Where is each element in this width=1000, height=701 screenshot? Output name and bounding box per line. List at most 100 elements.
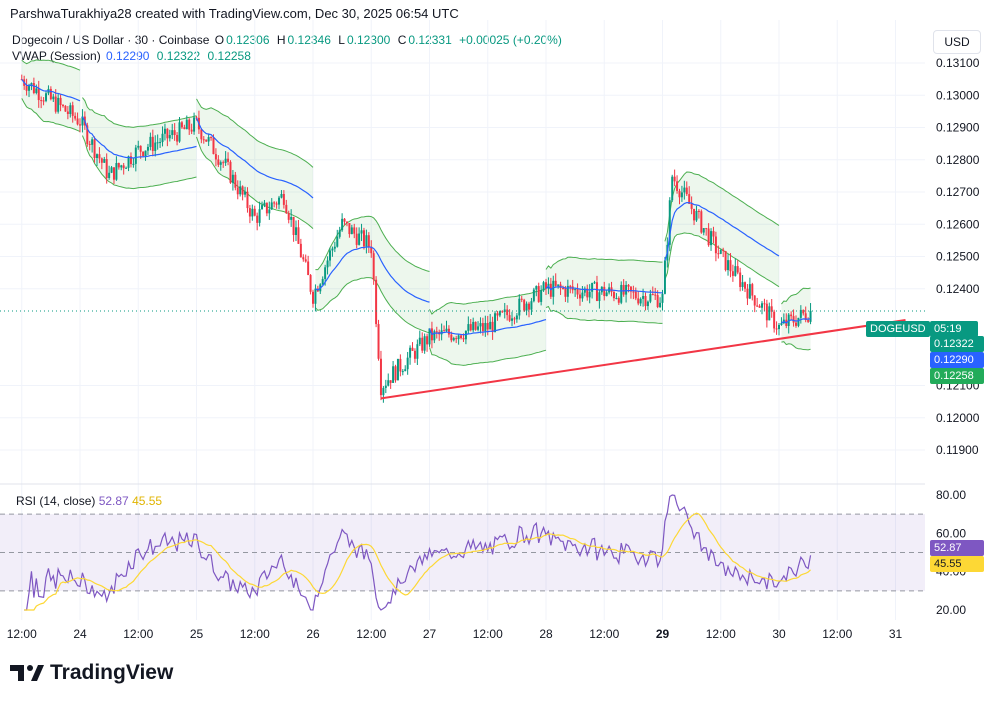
candle-body [731, 271, 734, 276]
candle-body [93, 139, 96, 159]
candle-body [120, 165, 123, 168]
candle-body [734, 266, 737, 276]
candle-body [707, 228, 710, 246]
candle-body [646, 301, 649, 307]
candle-body [95, 154, 98, 159]
candle-body [231, 174, 234, 183]
candle-body [528, 303, 531, 310]
candle-body [792, 316, 795, 323]
candle-body [770, 306, 773, 312]
candle-body [467, 324, 470, 331]
candle-body [712, 231, 715, 237]
candle-body [642, 296, 645, 299]
candle-body [360, 230, 363, 234]
candle-body [49, 88, 52, 100]
candle-body [348, 223, 351, 235]
time-axis-label: 12:00 [473, 627, 503, 641]
ticker-tag: DOGEUSD [866, 321, 930, 337]
candle-body [625, 284, 628, 295]
candle-body [561, 288, 564, 290]
price-axis-label: 0.12000 [936, 411, 980, 425]
vwap-upper-band [664, 171, 780, 242]
candle-body [32, 83, 35, 93]
vwap-upper-value: 0.12322 [156, 49, 201, 63]
candle-body [554, 280, 557, 286]
candle-body [387, 380, 390, 386]
candle-body [778, 324, 780, 330]
candle-body [768, 306, 771, 321]
candle-body [532, 289, 535, 302]
candle-body [270, 202, 273, 210]
close-value: 0.12331 [408, 33, 452, 47]
candle-body [309, 275, 312, 292]
candle-body [537, 286, 540, 302]
candle-body [98, 154, 101, 159]
candle-body [396, 358, 399, 381]
candle-body [353, 227, 356, 234]
candle-body [702, 228, 705, 233]
vwap-line [781, 318, 811, 324]
candle-body [326, 260, 329, 268]
candle-body [477, 326, 480, 330]
candle-body [661, 293, 664, 303]
symbol-title[interactable]: Dogecoin / US Dollar · 30 · Coinbase [12, 33, 210, 47]
candle-body [273, 202, 276, 204]
candle-body [790, 314, 793, 317]
candle-body [751, 284, 754, 296]
time-axis-label: 27 [423, 627, 437, 641]
candle-body [171, 130, 174, 136]
candle-body [333, 246, 336, 249]
candle-body [328, 250, 331, 261]
candle-body [261, 205, 264, 210]
vwap-band-fill [315, 216, 430, 333]
candle-body [76, 118, 79, 125]
candle-body [183, 127, 186, 130]
time-axis-label: 12:00 [706, 627, 736, 641]
candle-body [705, 228, 708, 230]
candle-body [103, 159, 106, 163]
time-axis-label: 31 [889, 627, 903, 641]
candle-body [253, 208, 256, 216]
candle-body [285, 204, 288, 214]
currency-button[interactable]: USD [933, 30, 981, 54]
candle-body [508, 315, 511, 321]
candle-body [392, 366, 395, 383]
candle-body [559, 284, 562, 289]
candle-body [112, 167, 115, 180]
candle-body [64, 105, 67, 112]
vwap-line [664, 201, 780, 261]
candle-body [804, 313, 807, 320]
candle-body [219, 162, 222, 165]
vwap-upper-band [21, 59, 81, 71]
candle-body [450, 334, 453, 341]
candle-body [629, 286, 632, 292]
candle-body [389, 380, 392, 383]
candle-body [202, 139, 205, 141]
vwap-label[interactable]: VWAP (Session) [12, 49, 101, 63]
rsi-value-tag: 52.87 [930, 540, 984, 556]
candle-body [229, 161, 232, 183]
time-axis-label: 12:00 [822, 627, 852, 641]
candle-body [775, 328, 778, 330]
rsi-legend: RSI (14, close) 52.87 45.55 [16, 494, 162, 508]
candle-body [634, 291, 637, 299]
candle-body [384, 385, 387, 388]
vwap-line [428, 318, 547, 336]
candle-body [761, 303, 764, 308]
candle-body [676, 181, 679, 191]
candle-body [673, 176, 676, 182]
candle-body [469, 324, 472, 331]
rsi-label[interactable]: RSI (14, close) [16, 494, 96, 508]
time-axis-label: 12:00 [240, 627, 270, 641]
candle-body [324, 267, 327, 280]
candle-body [564, 288, 567, 297]
candle-body [693, 208, 696, 221]
rsi-ma-tag: 45.55 [930, 556, 984, 572]
time-axis-label: 28 [539, 627, 553, 641]
rsi-value: 52.87 [98, 494, 129, 508]
brand-logo[interactable]: TradingView [10, 661, 173, 685]
candle-body [654, 294, 657, 296]
candle-body [435, 331, 438, 333]
vwap-upper-band [429, 288, 547, 315]
